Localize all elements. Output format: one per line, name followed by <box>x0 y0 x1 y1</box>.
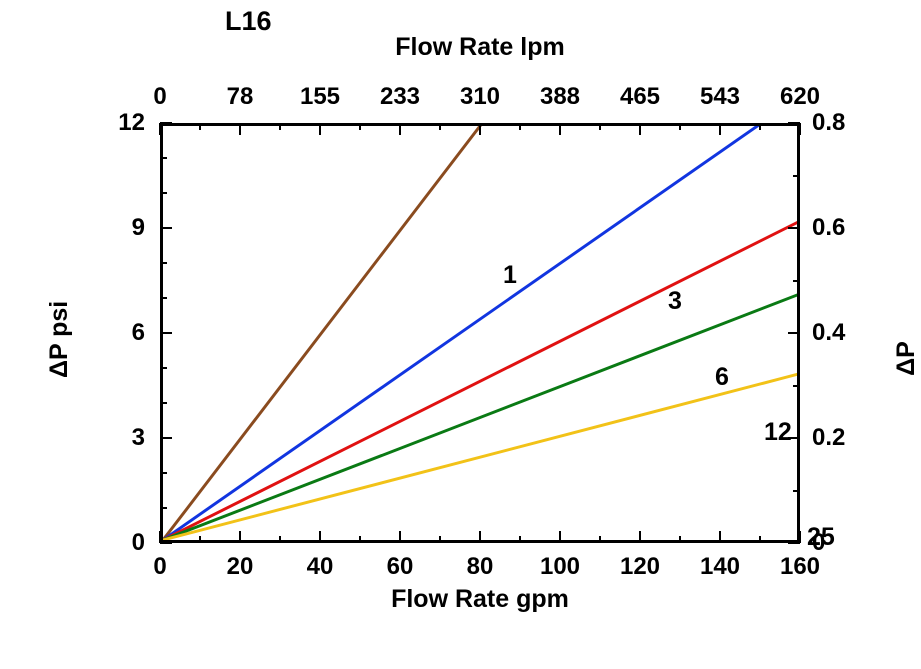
x-bottom-minor-tick <box>439 536 441 543</box>
x-top-minor-tick <box>759 123 761 130</box>
y-right-tick <box>788 332 800 334</box>
x-bottom-tick <box>719 531 721 543</box>
x-bottom-minor-tick <box>199 536 201 543</box>
y-left-minor-tick <box>160 472 167 474</box>
y-right-tick-label: 0.4 <box>812 319 872 347</box>
y-left-tick-label: 6 <box>90 319 145 347</box>
x-bottom-tick-label: 160 <box>770 553 830 581</box>
y-left-tick <box>160 122 172 124</box>
x-bottom-tick-label: 80 <box>450 553 510 581</box>
x-top-minor-tick <box>679 123 681 130</box>
y-left-minor-tick <box>160 402 167 404</box>
x-bottom-tick <box>399 531 401 543</box>
y-right-tick <box>788 227 800 229</box>
y-right-tick <box>788 122 800 124</box>
x-bottom-tick-label: 140 <box>690 553 750 581</box>
y-left-minor-tick <box>160 192 167 194</box>
x-top-tick-label: 310 <box>445 83 515 111</box>
plot-area <box>160 123 800 543</box>
x-bottom-axis-label: Flow Rate gpm <box>160 585 800 614</box>
x-bottom-tick-label: 60 <box>370 553 430 581</box>
series-label-3: 3 <box>668 287 682 316</box>
x-top-tick-label: 543 <box>685 83 755 111</box>
series-label-6: 6 <box>715 363 729 392</box>
x-top-tick <box>559 123 561 135</box>
y-right-minor-tick <box>793 385 800 387</box>
x-top-minor-tick <box>519 123 521 130</box>
x-top-minor-tick <box>599 123 601 130</box>
y-left-tick <box>160 437 172 439</box>
x-bottom-tick <box>559 531 561 543</box>
x-top-minor-tick <box>359 123 361 130</box>
plot-svg <box>163 126 797 540</box>
y-right-tick-label: 0.6 <box>812 214 872 242</box>
y-left-minor-tick <box>160 262 167 264</box>
x-bottom-tick <box>479 531 481 543</box>
x-bottom-minor-tick <box>599 536 601 543</box>
x-top-tick <box>239 123 241 135</box>
x-top-tick <box>799 123 801 135</box>
y-right-minor-tick <box>793 280 800 282</box>
series-line-12 <box>163 126 797 540</box>
y-left-axis-label: ΔP psi <box>45 301 74 378</box>
y-right-tick <box>788 542 800 544</box>
x-top-tick <box>639 123 641 135</box>
x-bottom-tick-label: 0 <box>130 553 190 581</box>
y-left-tick <box>160 332 172 334</box>
y-left-tick <box>160 542 172 544</box>
x-bottom-minor-tick <box>279 536 281 543</box>
x-top-tick <box>719 123 721 135</box>
y-right-minor-tick <box>793 490 800 492</box>
x-bottom-tick <box>239 531 241 543</box>
y-right-tick-label: 0.2 <box>812 424 872 452</box>
x-bottom-minor-tick <box>679 536 681 543</box>
x-bottom-tick <box>319 531 321 543</box>
x-bottom-minor-tick <box>759 536 761 543</box>
series-label-1: 1 <box>503 261 517 290</box>
y-right-tick-label: 0.8 <box>812 109 872 137</box>
y-left-tick-label: 9 <box>90 214 145 242</box>
x-bottom-tick-label: 40 <box>290 553 350 581</box>
x-bottom-minor-tick <box>519 536 521 543</box>
x-top-tick <box>399 123 401 135</box>
x-top-tick-label: 0 <box>125 83 195 111</box>
x-top-tick-label: 465 <box>605 83 675 111</box>
x-bottom-tick-label: 20 <box>210 553 270 581</box>
series-label-12: 12 <box>764 418 792 447</box>
y-left-tick-label: 0 <box>90 529 145 557</box>
x-top-tick-label: 233 <box>365 83 435 111</box>
y-left-minor-tick <box>160 297 167 299</box>
y-right-axis-label: ΔP bar <box>892 339 921 378</box>
y-left-tick-label: 12 <box>90 109 145 137</box>
chart-root: { "title": { "text": "L16", "fontsize": … <box>0 0 921 669</box>
x-bottom-tick-label: 120 <box>610 553 670 581</box>
y-left-minor-tick <box>160 367 167 369</box>
x-bottom-tick-label: 100 <box>530 553 590 581</box>
y-right-minor-tick <box>793 175 800 177</box>
x-top-minor-tick <box>439 123 441 130</box>
x-top-minor-tick <box>279 123 281 130</box>
x-top-minor-tick <box>199 123 201 130</box>
x-top-axis-label: Flow Rate lpm <box>160 33 800 62</box>
y-left-tick-label: 3 <box>90 424 145 452</box>
x-top-tick-label: 155 <box>285 83 355 111</box>
x-top-tick <box>479 123 481 135</box>
series-label-25: 25 <box>807 523 835 552</box>
x-top-tick-label: 388 <box>525 83 595 111</box>
x-top-tick-label: 78 <box>205 83 275 111</box>
x-top-tick <box>319 123 321 135</box>
x-bottom-minor-tick <box>359 536 361 543</box>
y-left-minor-tick <box>160 157 167 159</box>
x-top-tick <box>159 123 161 135</box>
x-bottom-tick <box>639 531 641 543</box>
x-top-tick-label: 620 <box>765 83 835 111</box>
y-left-minor-tick <box>160 507 167 509</box>
y-left-tick <box>160 227 172 229</box>
